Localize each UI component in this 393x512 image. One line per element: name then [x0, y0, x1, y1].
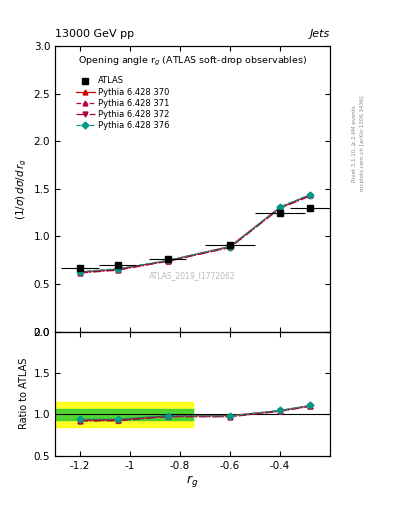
Text: Jets: Jets: [310, 29, 330, 39]
Text: mcplots.cern.ch [arXiv:1306.3436]: mcplots.cern.ch [arXiv:1306.3436]: [360, 96, 365, 191]
Text: 13000 GeV pp: 13000 GeV pp: [55, 29, 134, 39]
Text: Opening angle r$_g$ (ATLAS soft-drop observables): Opening angle r$_g$ (ATLAS soft-drop obs…: [78, 55, 307, 68]
Y-axis label: $(1/\sigma)\,d\sigma/d\,r_g$: $(1/\sigma)\,d\sigma/d\,r_g$: [15, 158, 29, 220]
X-axis label: $r_g$: $r_g$: [186, 473, 199, 489]
Legend: ATLAS, Pythia 6.428 370, Pythia 6.428 371, Pythia 6.428 372, Pythia 6.428 376: ATLAS, Pythia 6.428 370, Pythia 6.428 37…: [73, 73, 173, 133]
Y-axis label: Ratio to ATLAS: Ratio to ATLAS: [19, 358, 29, 429]
Text: Rivet 3.1.10, ≥ 2.6M events: Rivet 3.1.10, ≥ 2.6M events: [352, 105, 357, 182]
Text: ATLAS_2019_I1772062: ATLAS_2019_I1772062: [149, 271, 236, 280]
